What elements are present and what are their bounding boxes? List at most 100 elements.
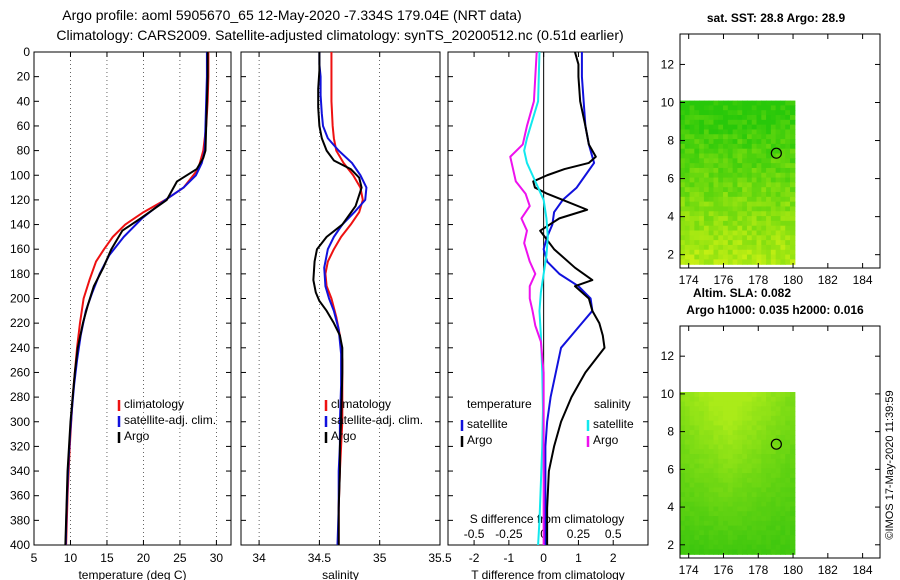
map-cell — [790, 163, 796, 169]
map-cell — [790, 549, 796, 555]
map-cell — [694, 401, 700, 407]
map-cell — [727, 506, 734, 512]
map-cell — [790, 482, 796, 489]
map-cell — [761, 254, 767, 260]
map-cell — [790, 249, 796, 256]
map-cell — [756, 454, 762, 460]
map-y-tick-label: 10 — [661, 95, 675, 109]
map-cell — [756, 487, 762, 493]
map-cell — [732, 206, 738, 212]
map-cell — [708, 535, 715, 541]
map-cell — [785, 434, 791, 441]
map-cell — [694, 477, 700, 484]
map-cell — [751, 196, 758, 203]
map-cell — [718, 192, 724, 198]
map-cell — [790, 129, 796, 135]
map-cell — [785, 458, 791, 465]
map-cell — [770, 129, 777, 135]
map-cell — [713, 544, 719, 551]
map-cell — [766, 415, 772, 422]
map-cell — [790, 139, 796, 145]
map-cell — [708, 439, 715, 446]
map-cell — [761, 544, 767, 551]
map-cell — [790, 134, 796, 140]
map-cell — [684, 167, 691, 174]
y-tick-label: 380 — [10, 513, 30, 527]
map-cell — [770, 124, 777, 131]
map-cell — [680, 487, 686, 493]
map-cell — [689, 401, 695, 407]
map-cell — [742, 240, 748, 246]
map-cell — [746, 473, 753, 479]
map-cell — [766, 401, 772, 407]
map-cell — [746, 211, 753, 217]
map-cell — [684, 100, 691, 106]
map-cell — [756, 225, 762, 232]
y-tick-label: 400 — [10, 538, 30, 552]
map-cell — [766, 411, 772, 417]
map-cell — [737, 187, 743, 193]
map-cell — [684, 153, 691, 159]
map-cell — [703, 110, 710, 116]
map-cell — [689, 206, 695, 212]
map-cell — [761, 240, 767, 246]
map-cell — [713, 492, 719, 498]
map-x-tick-label: 178 — [748, 563, 768, 577]
map-cell — [703, 549, 710, 555]
map-cell — [775, 105, 782, 111]
map-cell — [684, 439, 691, 446]
map-cell — [703, 501, 710, 508]
map-cell — [694, 139, 700, 145]
series-argo — [312, 52, 363, 545]
map-cell — [684, 192, 691, 198]
map-cell — [780, 139, 786, 145]
map-cell — [727, 501, 734, 508]
map-cell — [723, 225, 729, 232]
map-cell — [746, 396, 753, 403]
s-tick-label: -0.25 — [495, 527, 523, 541]
map-cell — [766, 492, 772, 498]
map-cell — [737, 115, 743, 121]
map-cell — [742, 105, 748, 111]
map-cell — [785, 244, 791, 251]
map-cell — [756, 496, 762, 503]
map-cell — [723, 482, 729, 489]
map-cell — [785, 158, 791, 164]
map-cell — [746, 167, 753, 174]
map-cell — [770, 454, 777, 460]
map-cell — [732, 201, 738, 208]
map-cell — [775, 225, 782, 232]
map-cell — [694, 230, 700, 236]
map-cell — [766, 244, 772, 251]
map-cell — [694, 225, 700, 232]
map-cell — [761, 516, 767, 522]
map-cell — [713, 449, 719, 455]
map-cell — [694, 458, 700, 465]
map-cell — [713, 143, 719, 150]
map-cell — [680, 172, 686, 179]
map-cell — [703, 211, 710, 217]
x-tick-label: 34 — [252, 551, 266, 565]
map-cell — [785, 172, 791, 179]
map-cell — [703, 129, 710, 135]
map-cell — [732, 520, 738, 527]
map-cell — [780, 235, 786, 241]
map-cell — [746, 458, 753, 465]
map-cell — [732, 544, 738, 551]
map-cell — [761, 506, 767, 512]
map-cell — [723, 105, 729, 111]
map-cell — [742, 516, 748, 522]
map-cell — [727, 487, 734, 493]
map-cell — [785, 477, 791, 484]
map-cell — [713, 396, 719, 403]
map-cell — [708, 415, 715, 422]
map-cell — [746, 544, 753, 551]
map-cell — [727, 535, 734, 541]
map-cell — [742, 225, 748, 232]
map-x-tick-label: 174 — [679, 273, 699, 287]
map-cell — [746, 201, 753, 208]
map-cell — [680, 439, 686, 446]
map-cell — [737, 196, 743, 203]
map-cell — [780, 105, 786, 111]
